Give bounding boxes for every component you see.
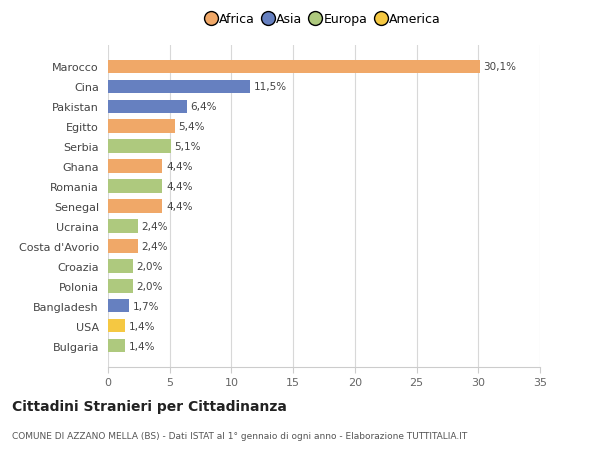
Text: 1,7%: 1,7% (133, 301, 159, 311)
Text: Cittadini Stranieri per Cittadinanza: Cittadini Stranieri per Cittadinanza (12, 399, 287, 413)
Bar (108, 180, 163, 193)
Bar (108, 240, 137, 253)
Bar (108, 280, 133, 293)
Bar (108, 319, 125, 333)
Bar (108, 259, 133, 273)
Text: 2,4%: 2,4% (142, 221, 168, 231)
Legend: Africa, Asia, Europa, America: Africa, Asia, Europa, America (204, 10, 444, 30)
Text: 6,4%: 6,4% (191, 102, 217, 112)
Text: 5,4%: 5,4% (178, 122, 205, 132)
Text: 5,1%: 5,1% (175, 142, 201, 152)
Text: 4,4%: 4,4% (166, 182, 193, 192)
Bar (108, 120, 175, 134)
Bar (108, 140, 171, 154)
Text: 11,5%: 11,5% (254, 82, 287, 92)
Text: 1,4%: 1,4% (129, 321, 155, 331)
Text: 2,4%: 2,4% (142, 241, 168, 252)
Bar (108, 160, 163, 174)
Text: COMUNE DI AZZANO MELLA (BS) - Dati ISTAT al 1° gennaio di ogni anno - Elaborazio: COMUNE DI AZZANO MELLA (BS) - Dati ISTAT… (12, 431, 467, 441)
Bar (108, 299, 129, 313)
Text: 30,1%: 30,1% (483, 62, 516, 72)
Bar (108, 220, 137, 233)
Text: 4,4%: 4,4% (166, 162, 193, 172)
Text: 1,4%: 1,4% (129, 341, 155, 351)
Text: 4,4%: 4,4% (166, 202, 193, 212)
Text: 2,0%: 2,0% (136, 261, 163, 271)
Text: 2,0%: 2,0% (136, 281, 163, 291)
Bar (108, 101, 187, 114)
Bar (108, 200, 163, 213)
Bar (108, 339, 125, 353)
Bar (108, 61, 479, 74)
Bar (108, 80, 250, 94)
